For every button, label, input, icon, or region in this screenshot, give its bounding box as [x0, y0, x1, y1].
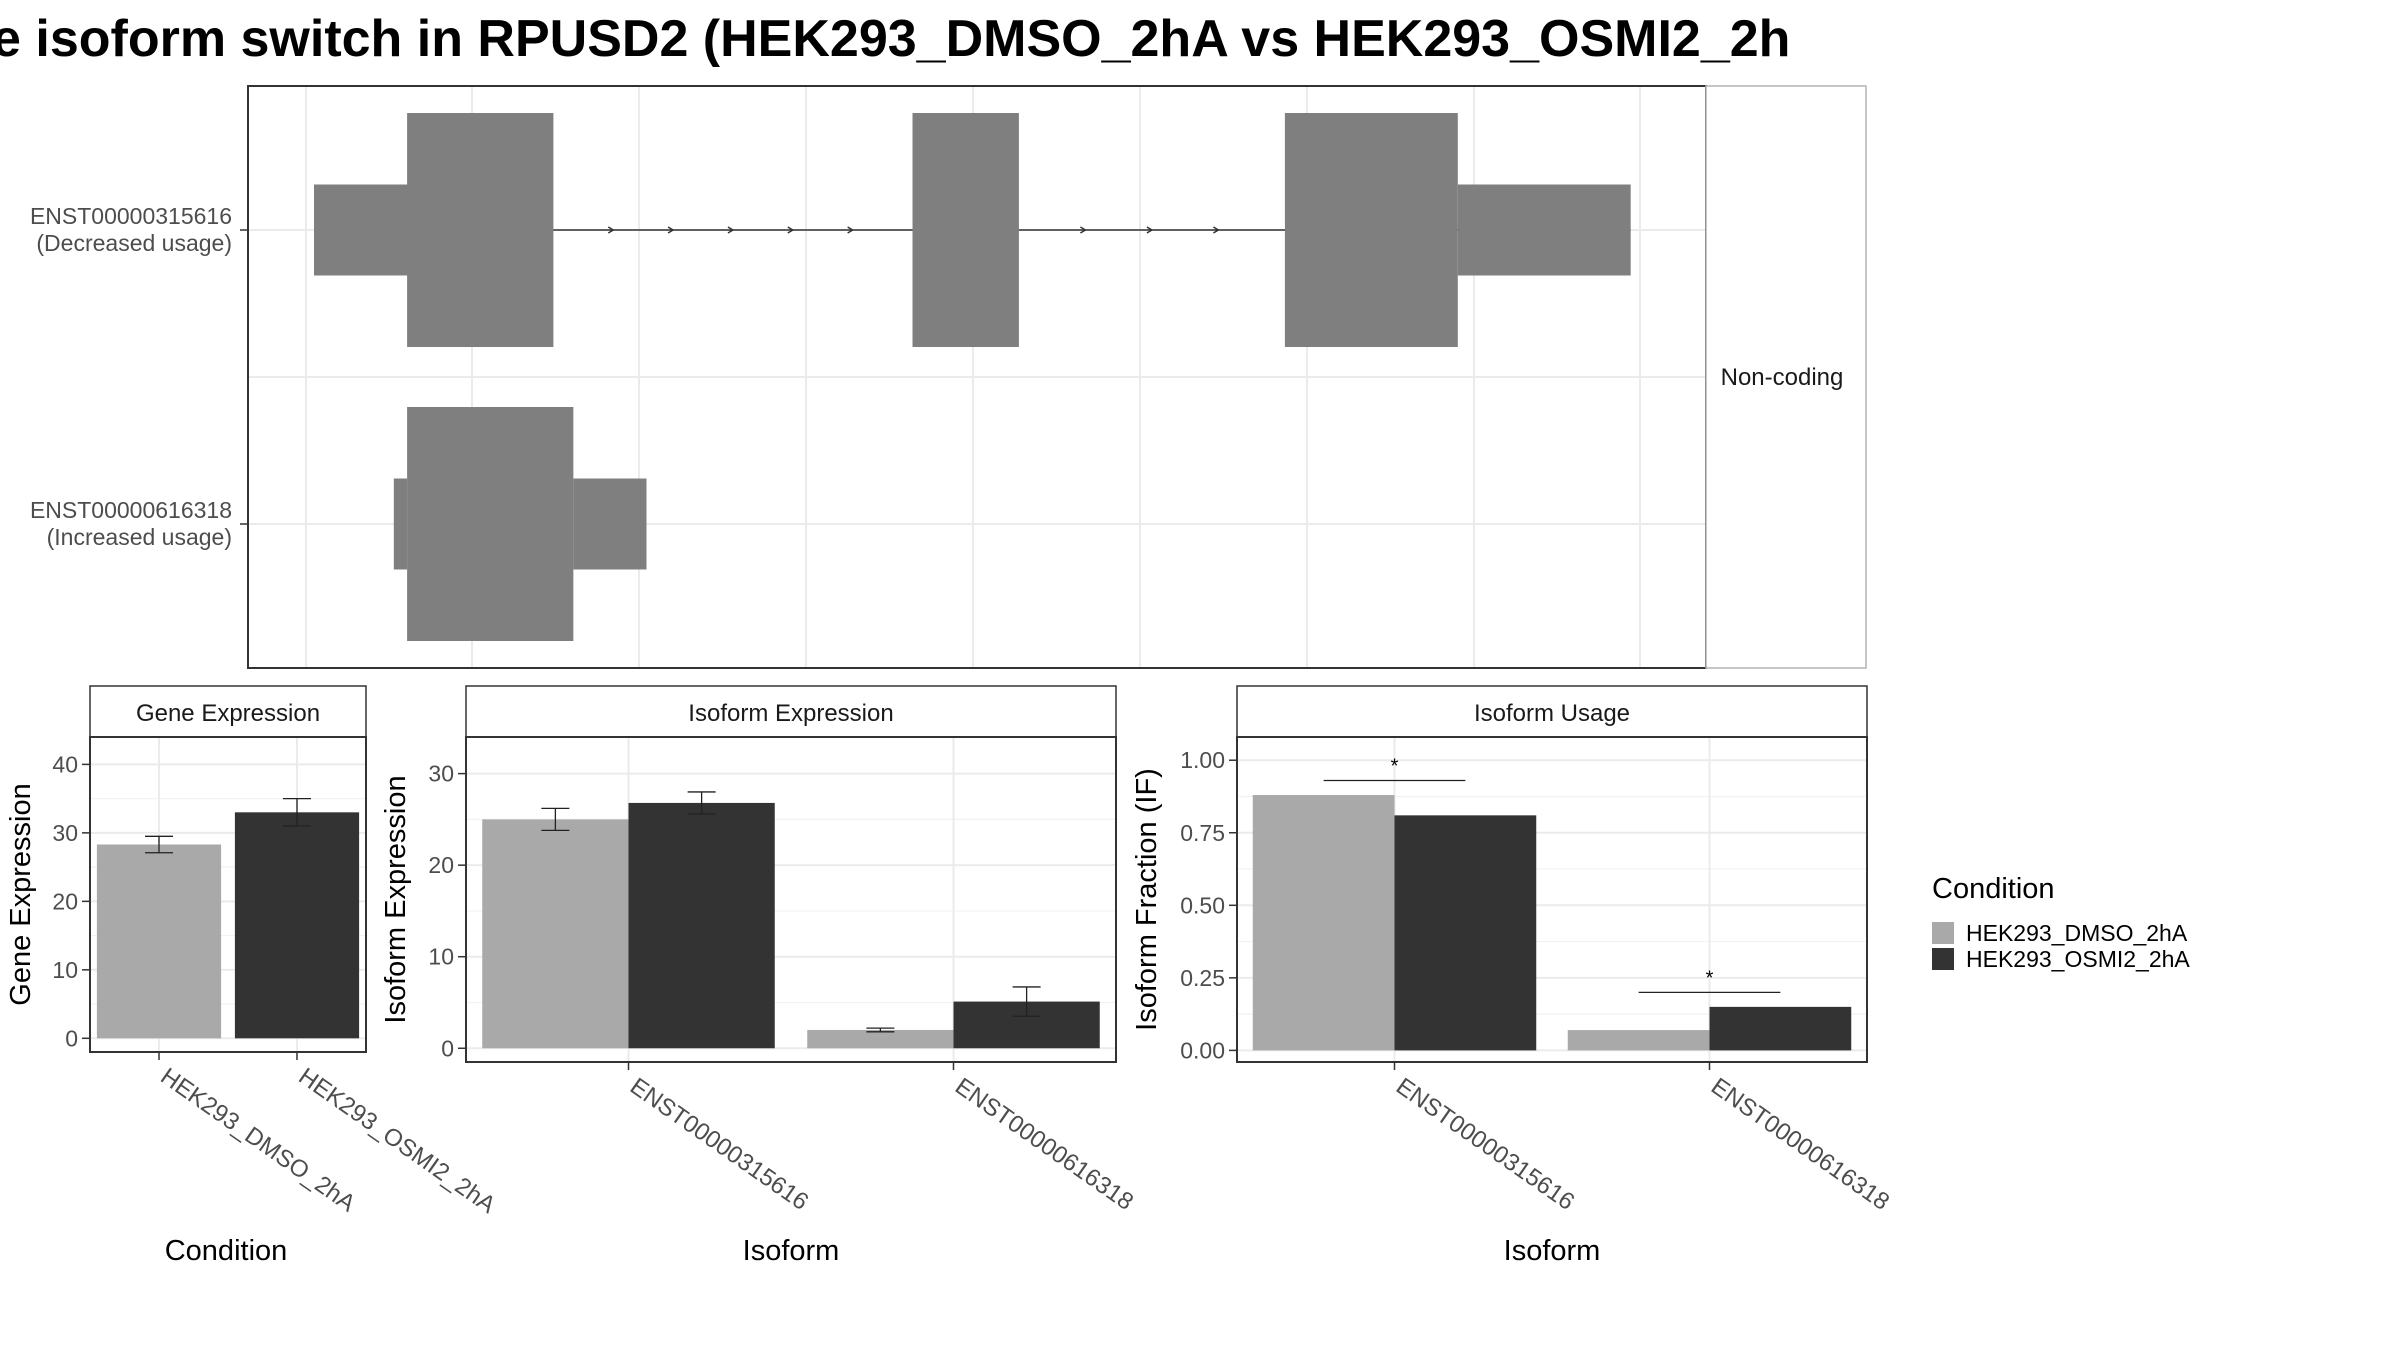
panel-title: Isoform Usage [1474, 700, 1630, 727]
panel-strip [465, 685, 1117, 738]
panel-title: Gene Expression [136, 700, 320, 727]
significance-star: * [1391, 756, 1399, 778]
structure-strip-label: Non-coding [1721, 364, 1844, 391]
panel-0: Gene Expression010203040HEK293_DMSO_2hAH… [5, 685, 500, 1267]
tick-label-y: 0.00 [1180, 1037, 1225, 1063]
exon-block [912, 113, 1019, 347]
intron-arrow [1213, 226, 1220, 234]
axis-title-x: Isoform [1504, 1235, 1601, 1267]
axis-title-y: Isoform Fraction (IF) [1131, 768, 1163, 1031]
panel-strip [89, 685, 367, 738]
bar [807, 1029, 954, 1049]
tick-label-y: 40 [52, 751, 78, 777]
transcript-id-label: ENST00000315616 [30, 203, 232, 229]
bar-chart-panels: Gene Expression010203040HEK293_DMSO_2hAH… [5, 685, 1894, 1267]
intron-arrow [727, 226, 735, 234]
legend-label: HEK293_OSMI2_2hA [1966, 946, 2190, 972]
tick-label-y: 0.50 [1180, 892, 1225, 918]
axis-title-y: Gene Expression [5, 783, 37, 1005]
legend-key [1932, 922, 1954, 944]
tick-label-y: 0.75 [1180, 820, 1225, 846]
tick-label-y: 30 [428, 761, 454, 787]
bar [96, 844, 222, 1039]
legend-label: HEK293_DMSO_2hA [1966, 920, 2188, 946]
legend: Condition HEK293_DMSO_2hAHEK293_OSMI2_2h… [1932, 873, 2190, 972]
axis-title-x: Isoform [743, 1235, 840, 1267]
intron-arrow [1146, 226, 1154, 234]
transcript-id-label: ENST00000616318 [30, 497, 232, 523]
tick-label-x: ENST00000315616 [1391, 1073, 1579, 1216]
panel-border [465, 736, 1117, 1063]
legend-key [1932, 948, 1954, 970]
bar [1709, 1006, 1852, 1051]
tick-label-x: ENST00000616318 [950, 1073, 1138, 1216]
intron-arrow [607, 226, 615, 234]
tick-label-y: 0 [65, 1025, 78, 1051]
bar [1252, 795, 1395, 1051]
tick-label-x: ENST00000315616 [625, 1073, 813, 1216]
tick-label-y: 20 [52, 888, 78, 914]
bar [482, 819, 629, 1049]
intron-arrow [787, 226, 795, 234]
exon-block [1284, 113, 1458, 347]
bar [234, 812, 360, 1039]
bar [1567, 1030, 1710, 1051]
exon-block [407, 407, 574, 641]
exon-block [393, 478, 408, 570]
transcript-usage-label: (Decreased usage) [36, 230, 232, 256]
exon-block [1457, 184, 1631, 276]
panel-title: Isoform Expression [688, 700, 893, 727]
exon-block [407, 113, 554, 347]
transcript-usage-label: (Increased usage) [47, 524, 232, 550]
bar [1394, 815, 1537, 1051]
tick-label-y: 10 [52, 957, 78, 983]
tick-label-y: 1.00 [1180, 747, 1225, 773]
axis-title-x: Condition [165, 1235, 288, 1267]
intron-arrow [847, 226, 855, 234]
figure-title: e isoform switch in RPUSD2 (HEK293_DMSO_… [0, 10, 1790, 68]
legend-title: Condition [1932, 873, 2055, 905]
axis-title-y: Isoform Expression [380, 775, 412, 1023]
panel-2: Isoform Usage 0.00 0.25 0.50 0.75 1.00 * * ENST0… [1131, 685, 1894, 1267]
tick-label-y: 30 [52, 820, 78, 846]
structure-strip [1705, 85, 1867, 669]
intron-arrow [667, 226, 675, 234]
tick-label-y: 10 [428, 944, 454, 970]
significance-star: * [1706, 967, 1714, 989]
panel-border [1236, 736, 1868, 1063]
intron-arrow [1080, 226, 1087, 234]
panel-border [89, 736, 367, 1053]
tick-label-y: 0.25 [1180, 965, 1225, 991]
exon-block [573, 478, 647, 570]
tick-label-x: ENST00000616318 [1706, 1073, 1894, 1216]
panel-1: Isoform Expression 0 10 20 30 ENST00000315616… [380, 685, 1138, 1267]
bar [628, 802, 775, 1049]
tick-label-y: 20 [428, 852, 454, 878]
transcript-structure-panel: ENST00000315616(Decreased usage) ENST0000… [30, 85, 1867, 669]
tick-label-y: 0 [441, 1035, 454, 1061]
